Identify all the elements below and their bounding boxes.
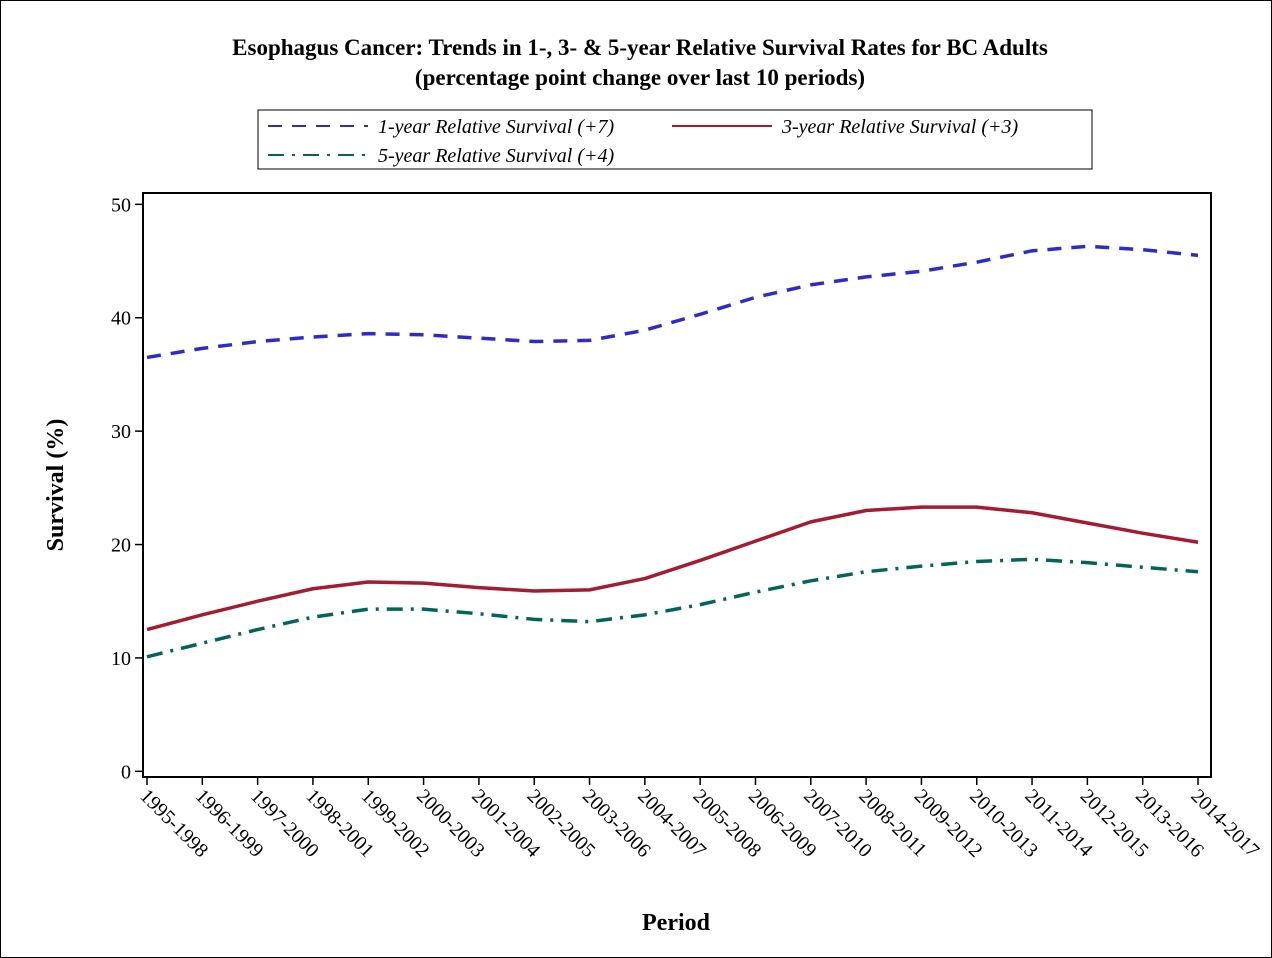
y-tick-label: 50 [111, 194, 131, 216]
y-tick-label: 10 [111, 648, 131, 670]
legend-label: 5-year Relative Survival (+4) [378, 145, 615, 167]
chart-title: Esophagus Cancer: Trends in 1-, 3- & 5-y… [232, 35, 1048, 60]
series-line [146, 244, 1199, 360]
legend-box [257, 109, 1093, 170]
y-tick-label: 40 [111, 308, 131, 330]
plot-frame [142, 192, 1212, 778]
series-line [146, 557, 1199, 659]
legend-label: 1-year Relative Survival (+7) [378, 116, 615, 138]
y-tick-label: 20 [111, 535, 131, 557]
y-axis-label: Survival (%) [43, 419, 69, 552]
series-line [146, 505, 1199, 632]
x-axis-label: Period [642, 910, 711, 936]
y-tick-label: 0 [121, 761, 131, 783]
y-tick-label: 30 [111, 421, 131, 443]
legend-label: 3-year Relative Survival (+3) [781, 116, 1019, 138]
chart-subtitle: (percentage point change over last 10 pe… [415, 65, 865, 90]
